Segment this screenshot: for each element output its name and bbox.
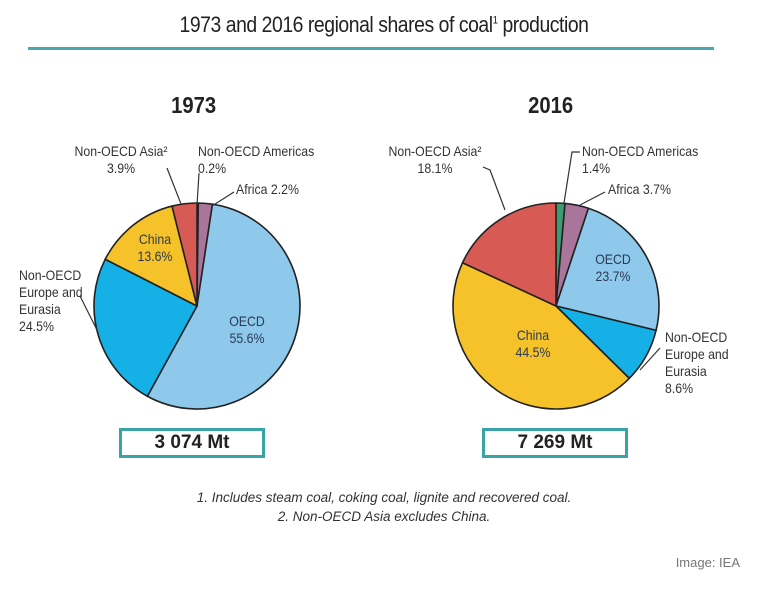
pie-title-2016: 2016: [528, 92, 574, 118]
leader-line-non-oecd-asia-1973: [166, 167, 182, 205]
slice-label-non-oecd-asia-2016: Non-OECD Asia² 18.1%: [388, 143, 482, 176]
leader-line-non-oecd-americas-2016: [563, 151, 580, 204]
footnote-1: 1. Includes steam coal, coking coal, lig…: [196, 490, 572, 505]
title-text-end: production: [497, 12, 589, 37]
slice-label-china-2016: China 44.5%: [516, 327, 551, 360]
image-credit: Image: IEA: [675, 555, 740, 570]
leader-line-non-oecd-europe-and-eurasia-1973: [79, 295, 99, 333]
leader-line-non-oecd-europe-and-eurasia-2016: [639, 347, 661, 371]
total-box-2016: 7 269 Mt: [482, 428, 628, 458]
slice-label-china-1973: China 13.6%: [138, 231, 173, 264]
footnote-2: 2. Non-OECD Asia excludes China.: [277, 509, 491, 524]
leader-line-non-oecd-asia-2016: [482, 166, 506, 211]
pie-slice-non-oecd-asia-2016: [461, 202, 557, 307]
slice-label-non-oecd-americas-2016: Non-OECD Americas 1.4%: [582, 143, 699, 176]
slice-label-non-oecd-europe-and-eurasia-2016: Non-OECD Europe and Eurasia 8.6%: [665, 329, 729, 396]
slice-label-non-oecd-asia-1973: Non-OECD Asia² 3.9%: [74, 143, 168, 176]
slice-label-africa-1973: Africa 2.2%: [236, 181, 299, 197]
total-box-1973: 3 074 Mt: [119, 428, 265, 458]
pie-slice-oecd-1973: [146, 203, 301, 410]
slice-label-non-oecd-europe-and-eurasia-1973: Non-OECD Europe and Eurasia 24.5%: [19, 267, 83, 334]
slice-label-oecd-1973: OECD 55.6%: [229, 313, 265, 346]
pie-1973: Non-OECD Americas 0.2% Africa 2.2% OECD 55.6…: [19, 143, 315, 410]
pie-2016: Non-OECD Americas 1.4% Africa 3.7% OECD 23.7…: [388, 143, 729, 410]
chart-title: 1973 and 2016 regional shares of coal1 p…: [46, 12, 722, 38]
leader-line-non-oecd-americas-1973: [196, 172, 200, 206]
title-underline: [28, 47, 714, 50]
title-text: 1973 and 2016 regional shares of coal: [179, 12, 493, 37]
slice-label-africa-2016: Africa 3.7%: [608, 181, 671, 197]
pie-slice-oecd-2016: [555, 207, 660, 332]
leader-line-africa-2016: [579, 191, 606, 206]
slice-label-non-oecd-americas-1973: Non-OECD Americas 0.2%: [198, 143, 315, 176]
title-footnote-mark: 1: [492, 14, 498, 27]
pie-slice-china-1973: [104, 205, 198, 307]
slice-label-oecd-2016: OECD 23.7%: [595, 251, 631, 284]
pie-slice-china-2016: [452, 261, 631, 410]
pie-title-1973: 1973: [171, 92, 217, 118]
leader-line-africa-1973: [211, 191, 235, 207]
footnotes: 1. Includes steam coal, coking coal, lig…: [0, 488, 768, 526]
